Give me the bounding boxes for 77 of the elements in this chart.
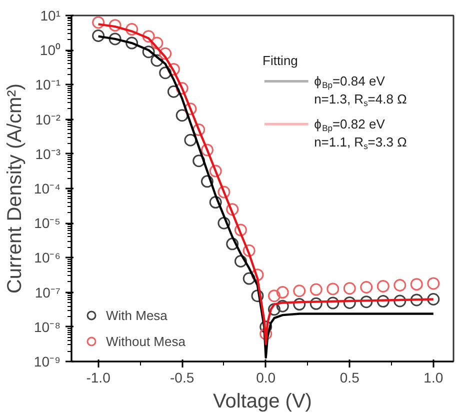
point [310,297,322,310]
point [242,272,256,285]
x-tick-label: -1.0 [86,370,111,386]
point [226,238,239,250]
point [126,36,138,50]
point [360,296,373,308]
point [293,284,306,298]
y-tick-label: 10⁻⁹ [34,354,61,370]
point [200,144,214,156]
point [176,109,188,122]
point [184,134,197,146]
point [326,296,340,310]
point [192,154,206,168]
y-tick-label: 10⁻⁸ [34,318,61,335]
point [142,46,155,58]
point [251,268,264,282]
point [276,300,289,312]
x-tick-label: -0.5 [170,370,194,386]
legend-label: With Mesa [106,308,168,322]
point [234,224,247,236]
point [427,277,440,290]
point [234,255,247,268]
point [167,62,180,76]
point [108,19,122,32]
point [268,290,280,302]
point [251,290,264,302]
point [92,30,105,42]
point [360,281,373,294]
legend-title: Fitting [262,52,298,68]
point [150,36,164,50]
point [394,279,406,292]
point [142,30,155,43]
point [108,32,122,46]
y-tick-label: 10⁻³ [35,146,61,162]
y-tick-label: 10⁰ [40,42,61,58]
point [394,294,406,308]
point [310,283,322,296]
point [192,123,206,136]
point [209,164,222,178]
y-tick-label: 10⁻⁶ [34,250,61,266]
point [159,66,172,80]
point [242,244,256,257]
y-tick-label: 10⁻² [35,111,61,128]
point [167,85,180,98]
point [150,54,164,67]
point [343,296,356,309]
point [293,298,306,311]
point [410,294,423,306]
point [427,293,440,306]
x-tick-label: 0.0 [256,370,276,386]
point [343,282,356,295]
point [376,295,390,308]
y-tick-label: 10¹ [40,8,61,24]
y-tick-label: 10⁻⁴ [34,180,61,196]
point [276,286,289,299]
y-tick-label: 10⁻⁷ [34,284,61,300]
point [226,203,239,216]
point [92,16,105,29]
x-tick-label: 0.5 [340,370,360,386]
point [126,23,138,36]
point [209,196,222,209]
point [326,282,340,296]
point [268,303,280,316]
point [184,102,197,116]
point [376,280,390,292]
legend-label: Without Mesa [106,334,186,348]
y-tick-label: 10⁻⁵ [34,215,61,232]
y-tick-label: 10⁻¹ [35,76,61,93]
y-axis-title: Current Density (A/cm²) [4,83,26,294]
point [410,278,423,291]
x-tick-label: 1.0 [424,370,444,386]
point [218,216,230,230]
point [159,47,172,60]
x-axis-title: Voltage (V) [213,390,312,412]
point [176,82,188,94]
point [218,186,230,198]
point [200,175,214,188]
